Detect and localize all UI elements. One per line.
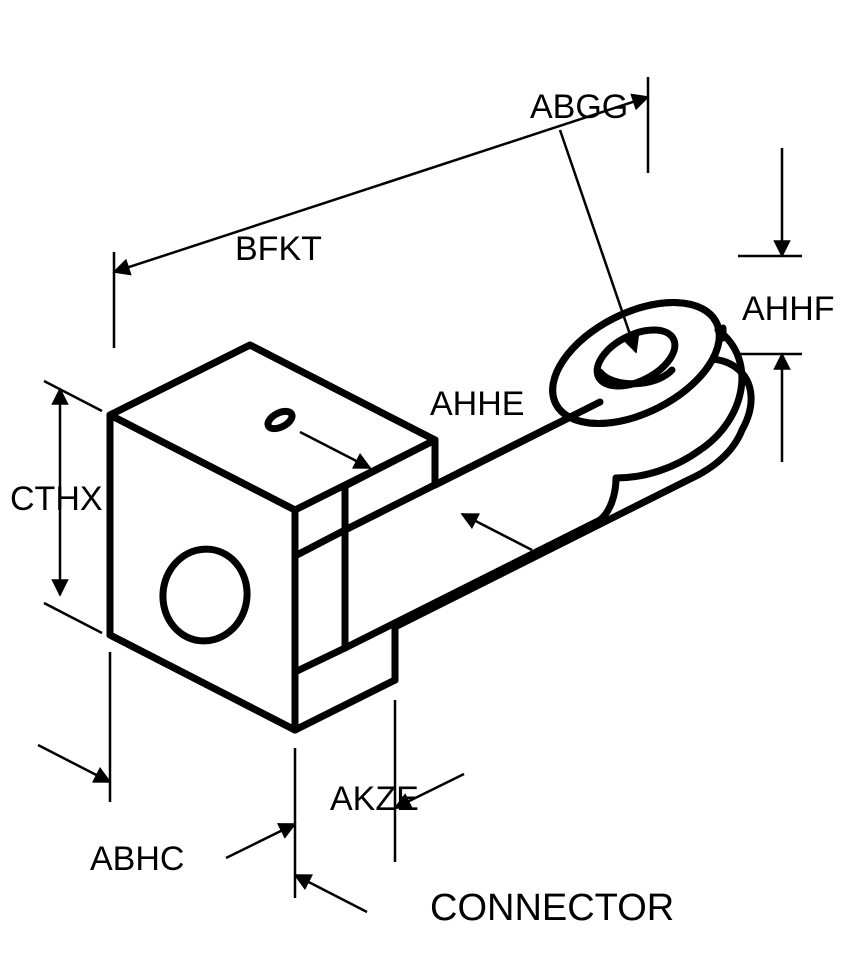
label-bfkt: BFKT xyxy=(235,230,322,268)
diagram-title: CONNECTOR xyxy=(430,887,674,929)
connector-diagram: ABGG BFKT AHHE AHHF CTHX ABHC AKZE CONNE… xyxy=(0,0,851,958)
label-ahhe: AHHE xyxy=(430,385,524,423)
label-abhc: ABHC xyxy=(90,840,184,878)
label-akze: AKZE xyxy=(330,780,419,818)
label-ahhf: AHHF xyxy=(742,290,835,328)
label-abgg: ABGG xyxy=(530,88,628,126)
label-cthx: CTHX xyxy=(10,480,103,518)
